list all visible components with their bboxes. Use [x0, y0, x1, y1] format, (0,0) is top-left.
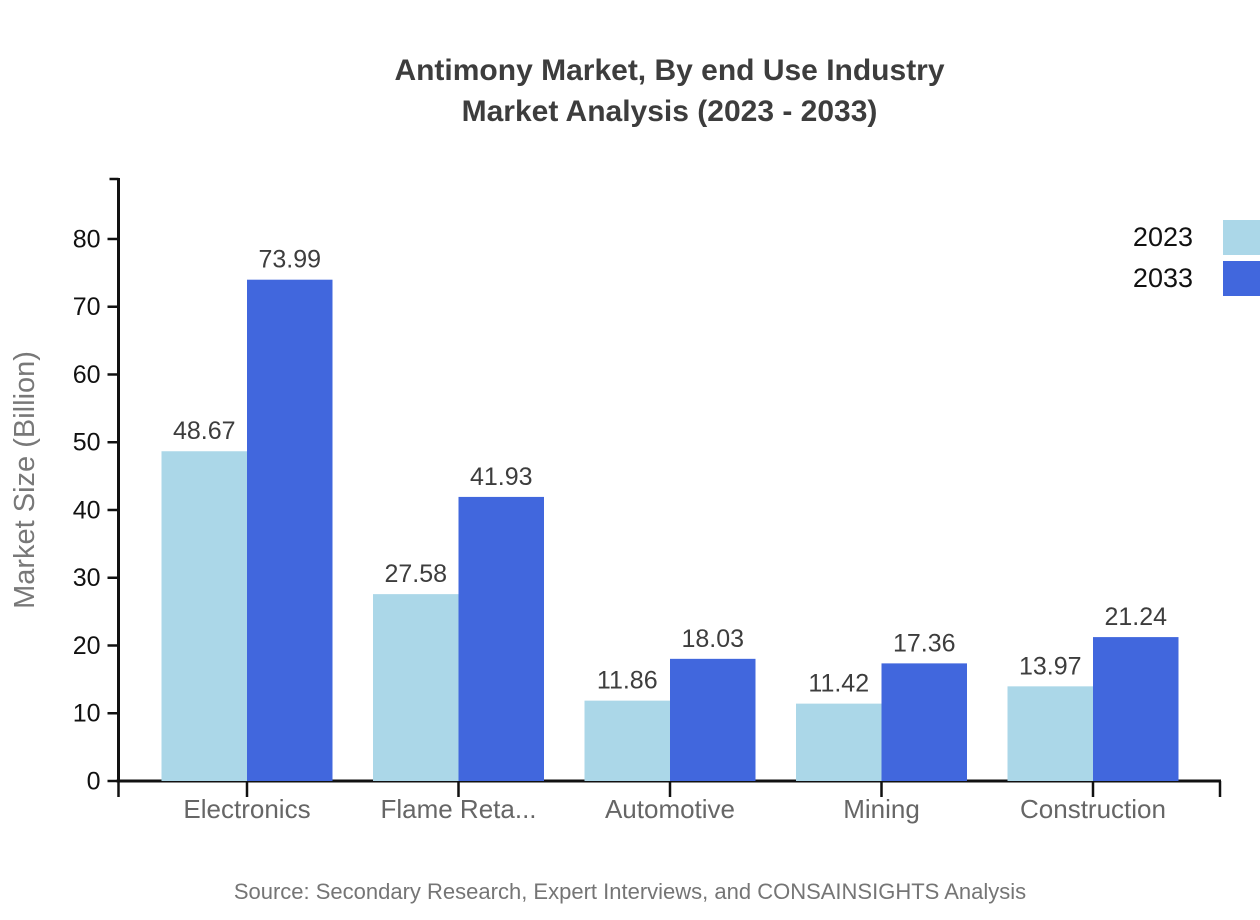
chart-title-line2: Market Analysis (2023 - 2033): [461, 95, 878, 128]
bar-value-label: 11.42: [808, 670, 869, 698]
bar-2023-FlameReta: [373, 594, 459, 781]
bar-value-label: 73.99: [258, 246, 321, 274]
y-axis-title: Market Size (Billion): [9, 351, 41, 609]
bar-value-label: 11.86: [597, 667, 658, 695]
x-axis-category-label: Electronics: [183, 794, 310, 824]
legend-swatch-2033: [1223, 260, 1260, 296]
bar-value-label: 21.24: [1104, 603, 1167, 631]
legend-label-2033: 2033: [1132, 262, 1193, 293]
bar-2033-Mining: [881, 663, 967, 781]
bar-2033-Construction: [1093, 637, 1179, 781]
y-axis-tick-label: 20: [73, 632, 101, 660]
bar-value-label: 18.03: [681, 625, 744, 653]
x-axis-category-label: Flame Reta...: [380, 794, 536, 824]
bar-2033-Electronics: [247, 279, 333, 781]
y-axis-tick-label: 80: [73, 225, 101, 253]
chart-title-line1: Antimony Market, By end Use Industry: [394, 54, 945, 87]
y-axis-tick-label: 40: [73, 496, 101, 524]
bar-2023-Automotive: [584, 700, 670, 781]
y-axis-tick-label: 70: [73, 293, 101, 321]
bar-2023-Construction: [1007, 686, 1093, 781]
legend: 2023 2033: [1133, 219, 1260, 296]
y-axis-tick-label: 30: [73, 564, 101, 592]
y-axis-tick-label: 50: [73, 429, 101, 457]
y-axis-tick-label: 0: [87, 768, 101, 796]
x-axis-category-label: Mining: [843, 794, 920, 824]
bar-2033-FlameReta: [458, 496, 544, 781]
bar-2033-Automotive: [670, 658, 756, 781]
legend-row-2023: 2023: [1133, 219, 1260, 255]
bar-value-label: 13.97: [1019, 652, 1082, 680]
bar-value-label: 48.67: [173, 417, 236, 445]
legend-swatch-2023: [1223, 219, 1260, 255]
legend-label-2023: 2023: [1132, 221, 1193, 252]
y-axis-tick-label: 60: [73, 361, 101, 389]
source-attribution: Source: Secondary Research, Expert Inter…: [233, 879, 1027, 904]
x-axis-category-label: Construction: [1020, 794, 1166, 824]
bar-value-label: 41.93: [470, 463, 533, 491]
y-axis-tick-label: 10: [73, 700, 101, 728]
bar-2023-Mining: [796, 703, 882, 781]
legend-row-2033: 2033: [1133, 260, 1260, 296]
x-axis-category-label: Automotive: [605, 794, 735, 824]
bar-value-label: 27.58: [384, 560, 447, 588]
bar-2023-Electronics: [161, 451, 247, 781]
bar-value-label: 17.36: [893, 629, 956, 657]
chart-title: Antimony Market, By end Use Industry Mar…: [118, 50, 1221, 132]
